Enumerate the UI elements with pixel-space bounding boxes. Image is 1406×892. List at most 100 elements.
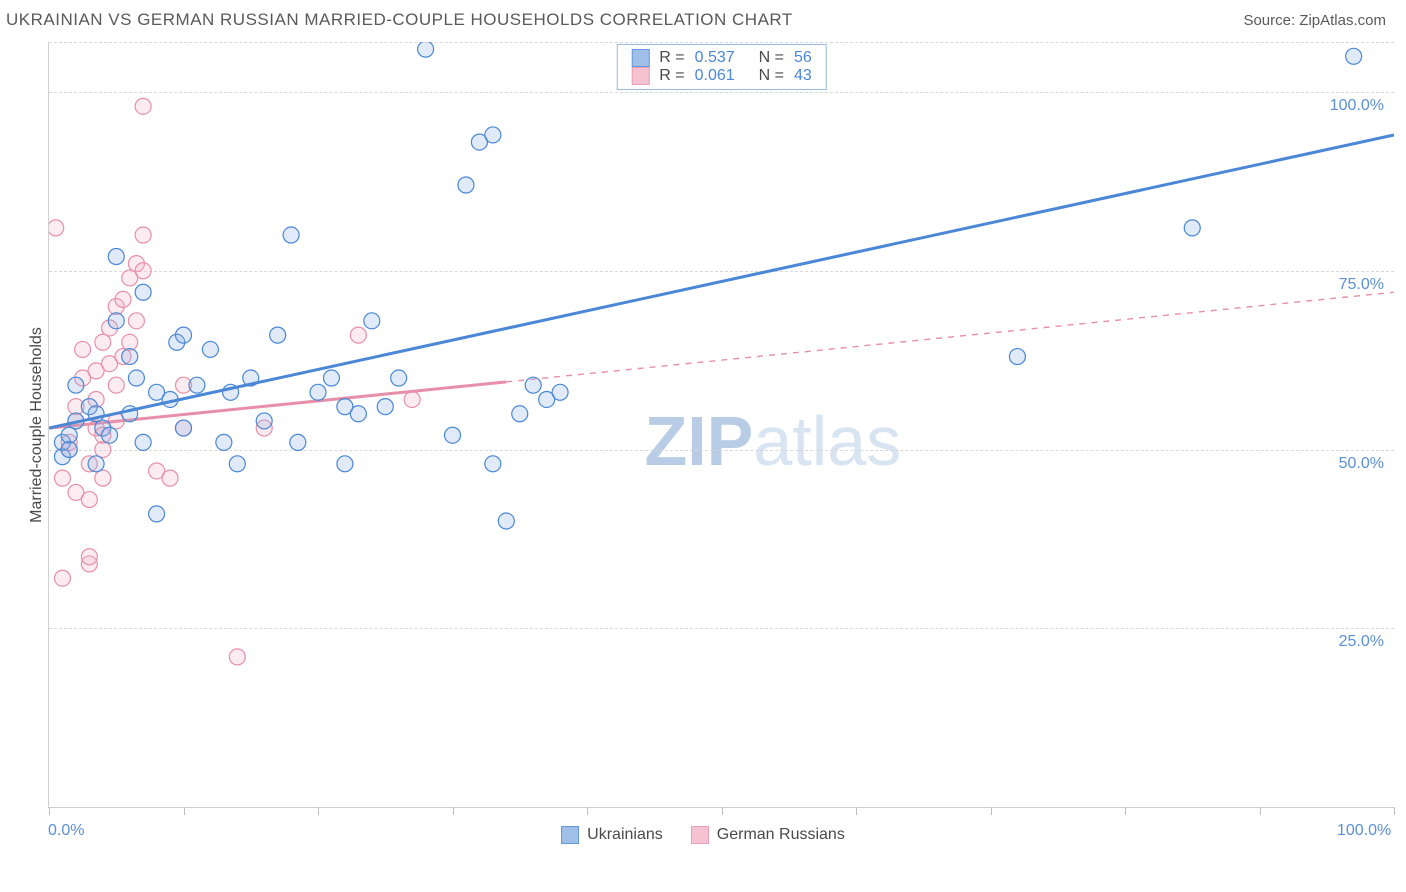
- scatter-point: [1009, 349, 1025, 365]
- scatter-point: [485, 456, 501, 472]
- scatter-point: [54, 570, 70, 586]
- legend-swatch-ukrainians: [631, 49, 649, 67]
- legend-swatch-german-russians: [691, 826, 709, 844]
- scatter-point: [122, 349, 138, 365]
- r-label: R =: [659, 49, 684, 67]
- scatter-point: [162, 470, 178, 486]
- x-tick: [1394, 807, 1395, 815]
- trend-line: [49, 135, 1394, 428]
- n-value-ukrainians: 56: [794, 49, 812, 67]
- scatter-point: [81, 549, 97, 565]
- x-tick: [453, 807, 454, 815]
- scatter-point: [1184, 220, 1200, 236]
- scatter-point: [189, 377, 205, 393]
- scatter-point: [229, 649, 245, 665]
- scatter-point: [95, 334, 111, 350]
- legend-label-german-russians: German Russians: [717, 826, 845, 844]
- scatter-svg: [49, 42, 1394, 807]
- scatter-point: [445, 427, 461, 443]
- legend-swatch-german-russians: [631, 67, 649, 85]
- r-value-ukrainians: 0.537: [695, 49, 749, 67]
- x-tick-label: 100.0%: [1337, 822, 1391, 840]
- scatter-point: [135, 284, 151, 300]
- x-tick: [1125, 807, 1126, 815]
- scatter-point: [458, 177, 474, 193]
- scatter-point: [135, 263, 151, 279]
- n-label: N =: [759, 67, 784, 85]
- scatter-point: [202, 341, 218, 357]
- scatter-point: [323, 370, 339, 386]
- n-value-german-russians: 43: [794, 67, 812, 85]
- trend-line-dashed: [506, 292, 1394, 382]
- scatter-point: [135, 227, 151, 243]
- scatter-point: [485, 127, 501, 143]
- scatter-point: [176, 327, 192, 343]
- x-tick: [587, 807, 588, 815]
- x-tick: [318, 807, 319, 815]
- legend-item-german-russians: German Russians: [691, 826, 845, 844]
- scatter-point: [95, 470, 111, 486]
- scatter-point: [108, 248, 124, 264]
- scatter-point: [256, 413, 272, 429]
- scatter-point: [108, 313, 124, 329]
- y-axis-label: Married-couple Households: [28, 327, 46, 523]
- scatter-point: [216, 434, 232, 450]
- scatter-point: [68, 377, 84, 393]
- scatter-point: [512, 406, 528, 422]
- x-tick: [722, 807, 723, 815]
- plot-area: Married-couple Households ZIPatlas R = 0…: [48, 42, 1394, 808]
- scatter-point: [135, 434, 151, 450]
- chart-header: UKRAINIAN VS GERMAN RUSSIAN MARRIED-COUP…: [0, 0, 1406, 36]
- scatter-point: [552, 384, 568, 400]
- scatter-point: [1346, 48, 1362, 64]
- scatter-point: [81, 492, 97, 508]
- chart-container: Married-couple Households ZIPatlas R = 0…: [6, 42, 1400, 844]
- scatter-point: [61, 427, 77, 443]
- x-tick: [1260, 807, 1261, 815]
- scatter-point: [75, 341, 91, 357]
- r-value-german-russians: 0.061: [695, 67, 749, 85]
- scatter-point: [102, 427, 118, 443]
- legend-label-ukrainians: Ukrainians: [587, 826, 663, 844]
- scatter-point: [229, 456, 245, 472]
- legend-swatch-ukrainians: [561, 826, 579, 844]
- scatter-point: [108, 377, 124, 393]
- x-tick: [991, 807, 992, 815]
- scatter-point: [525, 377, 541, 393]
- scatter-point: [149, 384, 165, 400]
- scatter-point: [54, 470, 70, 486]
- scatter-point: [283, 227, 299, 243]
- scatter-point: [128, 313, 144, 329]
- scatter-point: [364, 313, 380, 329]
- scatter-point: [115, 291, 131, 307]
- scatter-point: [377, 399, 393, 415]
- chart-title: UKRAINIAN VS GERMAN RUSSIAN MARRIED-COUP…: [6, 10, 793, 30]
- x-tick-label: 0.0%: [48, 822, 84, 840]
- scatter-point: [498, 513, 514, 529]
- scatter-point: [290, 434, 306, 450]
- scatter-point: [418, 42, 434, 57]
- scatter-point: [149, 506, 165, 522]
- scatter-point: [61, 442, 77, 458]
- x-tick: [184, 807, 185, 815]
- scatter-point: [88, 456, 104, 472]
- scatter-point: [310, 384, 326, 400]
- r-label: R =: [659, 67, 684, 85]
- x-tick: [856, 807, 857, 815]
- scatter-point: [350, 327, 366, 343]
- scatter-point: [176, 420, 192, 436]
- scatter-point: [404, 391, 420, 407]
- scatter-point: [391, 370, 407, 386]
- scatter-point: [49, 220, 64, 236]
- scatter-point: [95, 442, 111, 458]
- correlation-legend: R = 0.537 N = 56 R = 0.061 N = 43: [616, 44, 826, 90]
- scatter-point: [350, 406, 366, 422]
- scatter-point: [270, 327, 286, 343]
- scatter-point: [337, 456, 353, 472]
- scatter-point: [128, 370, 144, 386]
- x-tick: [49, 807, 50, 815]
- scatter-point: [122, 334, 138, 350]
- correlation-row-german-russians: R = 0.061 N = 43: [631, 67, 811, 85]
- scatter-point: [135, 98, 151, 114]
- legend-item-ukrainians: Ukrainians: [561, 826, 663, 844]
